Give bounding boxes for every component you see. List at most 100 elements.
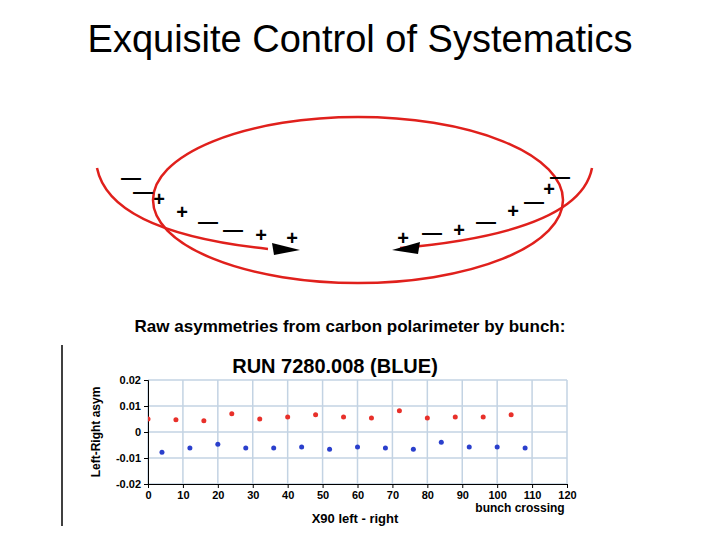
data-point <box>439 440 444 445</box>
y-tick: 0 <box>135 426 148 438</box>
x-tick: 50 <box>317 484 329 501</box>
y-tick-label: 0.01 <box>120 400 141 412</box>
spin-sign: + <box>507 200 519 222</box>
y-axis-title: Left-Right asym <box>89 387 103 478</box>
data-point <box>159 450 164 455</box>
x-axis-line <box>149 485 568 489</box>
x-tick: 70 <box>387 484 399 501</box>
spin-sign: + <box>176 201 188 223</box>
spin-sign: + <box>453 219 465 241</box>
y-tick-mark <box>144 458 148 459</box>
data-point <box>215 442 220 447</box>
data-point <box>411 447 416 452</box>
x-tick-label: 20 <box>212 489 224 501</box>
chart-title: RUN 7280.008 (BLUE) <box>232 355 438 377</box>
data-point <box>495 445 500 450</box>
y-tick: 0.02 <box>120 374 148 386</box>
data-point <box>327 447 332 452</box>
frame-line <box>61 345 63 526</box>
data-point <box>355 445 360 450</box>
x-tick-mark <box>253 484 254 488</box>
x-tick-label: 110 <box>524 489 542 501</box>
grid <box>148 380 567 484</box>
y-axis: -0.02-0.0100.010.02 <box>116 374 149 490</box>
data-point <box>383 446 388 451</box>
spin-sign: — <box>133 180 153 202</box>
y-tick: 0.01 <box>120 400 148 412</box>
x-tick: 120 <box>558 484 576 501</box>
slide-title: Exquisite Control of Systematics <box>88 18 633 60</box>
y-tick-mark <box>144 380 148 381</box>
x-tick-label: 10 <box>177 489 189 501</box>
x-tick: 80 <box>422 484 434 501</box>
y-tick: -0.01 <box>116 452 148 464</box>
x-tick-mark <box>567 484 568 488</box>
spin-sign: + <box>286 227 298 249</box>
y-tick-mark <box>144 406 148 407</box>
y-tick-label: -0.01 <box>116 452 141 464</box>
data-point <box>285 414 290 419</box>
x-tick: 40 <box>282 484 294 501</box>
data-point <box>453 414 458 419</box>
x-tick-mark <box>462 484 463 488</box>
x-tick-label: 40 <box>282 489 294 501</box>
y-tick-label: 0 <box>135 426 141 438</box>
x-tick: 100 <box>488 484 506 501</box>
slide: Exquisite Control of Systematics——++——++… <box>0 0 720 540</box>
grid-line-y <box>148 405 567 407</box>
x-tick-label: 30 <box>247 489 259 501</box>
spin-sign: + <box>255 224 267 246</box>
ring <box>153 117 563 283</box>
grid-line-y <box>148 457 567 459</box>
data-point <box>313 412 318 417</box>
x-tick-mark <box>183 484 184 488</box>
grid-line-y <box>148 379 567 381</box>
x-tick-mark <box>532 484 533 488</box>
caption: Raw asymmetries from carbon polarimeter … <box>135 317 566 336</box>
x-tick: 90 <box>457 484 469 501</box>
x-tick-label: 70 <box>387 489 399 501</box>
data-point <box>271 446 276 451</box>
grid-line-y <box>148 431 567 433</box>
x-tick-label: 60 <box>352 489 364 501</box>
data-point <box>397 408 402 413</box>
y-axis-line <box>144 381 149 485</box>
x-tick: 60 <box>352 484 364 501</box>
data-point <box>201 418 206 423</box>
spin-sign: — <box>422 221 442 243</box>
data-point <box>173 417 178 422</box>
x-tick-mark <box>288 484 289 488</box>
spin-sign: + <box>397 227 409 249</box>
x-axis-title: X90 left - right <box>312 511 399 526</box>
data-point <box>425 415 430 420</box>
x-tick-label: 50 <box>317 489 329 501</box>
x-tick-label: 120 <box>558 489 576 501</box>
x-tick-mark <box>497 484 498 488</box>
x-tick-mark <box>323 484 324 488</box>
x-tick: 0 <box>145 484 151 501</box>
data-point <box>229 411 234 416</box>
data-point <box>523 446 528 451</box>
y-tick-mark <box>144 432 148 433</box>
x-tick-label: 90 <box>457 489 469 501</box>
data-point <box>467 445 472 450</box>
x-tick-mark <box>392 484 393 488</box>
data-point <box>257 417 262 422</box>
data-point <box>341 414 346 419</box>
x-axis: 0 10 20 30 40 50 60 70 80 90 100 110 120 <box>145 484 576 501</box>
x-tick: 110 <box>524 484 542 501</box>
data-point <box>369 415 374 420</box>
spin-sign: — <box>223 218 243 240</box>
spin-sign: — <box>476 210 496 232</box>
spin-sign: — <box>524 190 544 212</box>
x-tick-mark <box>358 484 359 488</box>
data-point <box>148 417 151 422</box>
x-tick: 30 <box>247 484 259 501</box>
x-tick: 20 <box>212 484 224 501</box>
x-tick-mark <box>427 484 428 488</box>
data-point <box>481 414 486 419</box>
data-point <box>509 412 514 417</box>
points <box>148 408 528 455</box>
spin-sign: — <box>198 210 218 232</box>
data-point <box>243 446 248 451</box>
